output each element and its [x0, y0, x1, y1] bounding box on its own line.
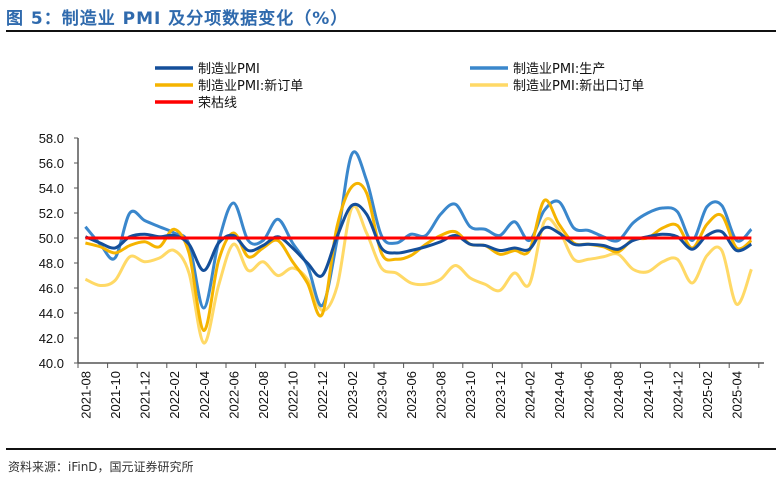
- x-tick-label: 2021-12: [138, 371, 153, 419]
- legend-item: 制造业PMI:生产: [470, 62, 605, 77]
- footer-divider: [6, 448, 776, 450]
- x-tick-label: 2025-02: [700, 371, 715, 419]
- y-tick-label: 44.0: [39, 306, 64, 321]
- legend-label: 制造业PMI: [198, 62, 260, 77]
- y-tick-label: 46.0: [39, 281, 64, 296]
- series-1: [84, 150, 753, 310]
- y-tick-label: 54.0: [39, 181, 64, 196]
- x-tick-label: 2023-10: [463, 371, 478, 419]
- x-tick-label: 2022-04: [197, 371, 212, 419]
- x-tick-label: 2023-12: [493, 371, 508, 419]
- series-line: [85, 181, 753, 333]
- y-tick-label: 56.0: [39, 156, 64, 171]
- x-tick-label: 2023-08: [434, 371, 449, 419]
- x-tick-label: 2023-06: [404, 371, 419, 419]
- y-tick-label: 40.0: [39, 356, 64, 371]
- x-tick-label: 2022-12: [315, 371, 330, 419]
- series-0: [84, 204, 753, 345]
- x-tick-label: 2023-04: [374, 371, 389, 419]
- y-tick-label: 48.0: [39, 256, 64, 271]
- x-tick-label: 2024-10: [641, 371, 656, 419]
- figure-title: 图 5：制造业 PMI 及分项数据变化（%）: [6, 9, 349, 29]
- x-tick-label: 2024-06: [582, 371, 597, 419]
- x-tick-label: 2022-10: [286, 371, 301, 419]
- series-line: [84, 204, 753, 345]
- source-note: 资料来源：iFinD，国元证券研究所: [8, 460, 194, 474]
- x-tick-label: 2021-08: [78, 371, 93, 419]
- x-tick-label: 2022-08: [256, 371, 271, 419]
- x-tick-label: 2024-08: [611, 371, 626, 419]
- legend-label: 制造业PMI:生产: [513, 62, 605, 77]
- x-tick-label: 2025-04: [730, 371, 745, 419]
- legend-item: 荣枯线: [155, 96, 237, 111]
- x-tick-label: 2022-06: [226, 371, 241, 419]
- y-tick-label: 52.0: [39, 206, 64, 221]
- legend-label: 制造业PMI:新出口订单: [513, 78, 644, 94]
- x-tick-label: 2022-02: [167, 371, 182, 419]
- legend-label: 荣枯线: [198, 96, 237, 111]
- series-line: [84, 150, 753, 310]
- legend-label: 制造业PMI:新订单: [198, 78, 303, 94]
- y-tick-label: 58.0: [39, 131, 64, 146]
- legend-item: 制造业PMI:新出口订单: [470, 78, 644, 94]
- y-tick-label: 42.0: [39, 331, 64, 346]
- x-tick-label: 2023-02: [345, 371, 360, 419]
- y-tick-label: 50.0: [39, 231, 64, 246]
- x-tick-label: 2024-02: [522, 371, 537, 419]
- legend-item: 制造业PMI:新订单: [155, 78, 303, 94]
- series-2: [85, 181, 753, 333]
- legend-item: 制造业PMI: [155, 62, 260, 77]
- title-divider: [6, 30, 776, 32]
- x-tick-label: 2024-04: [552, 371, 567, 419]
- x-tick-label: 2024-12: [670, 371, 685, 419]
- x-tick-label: 2021-10: [108, 371, 123, 419]
